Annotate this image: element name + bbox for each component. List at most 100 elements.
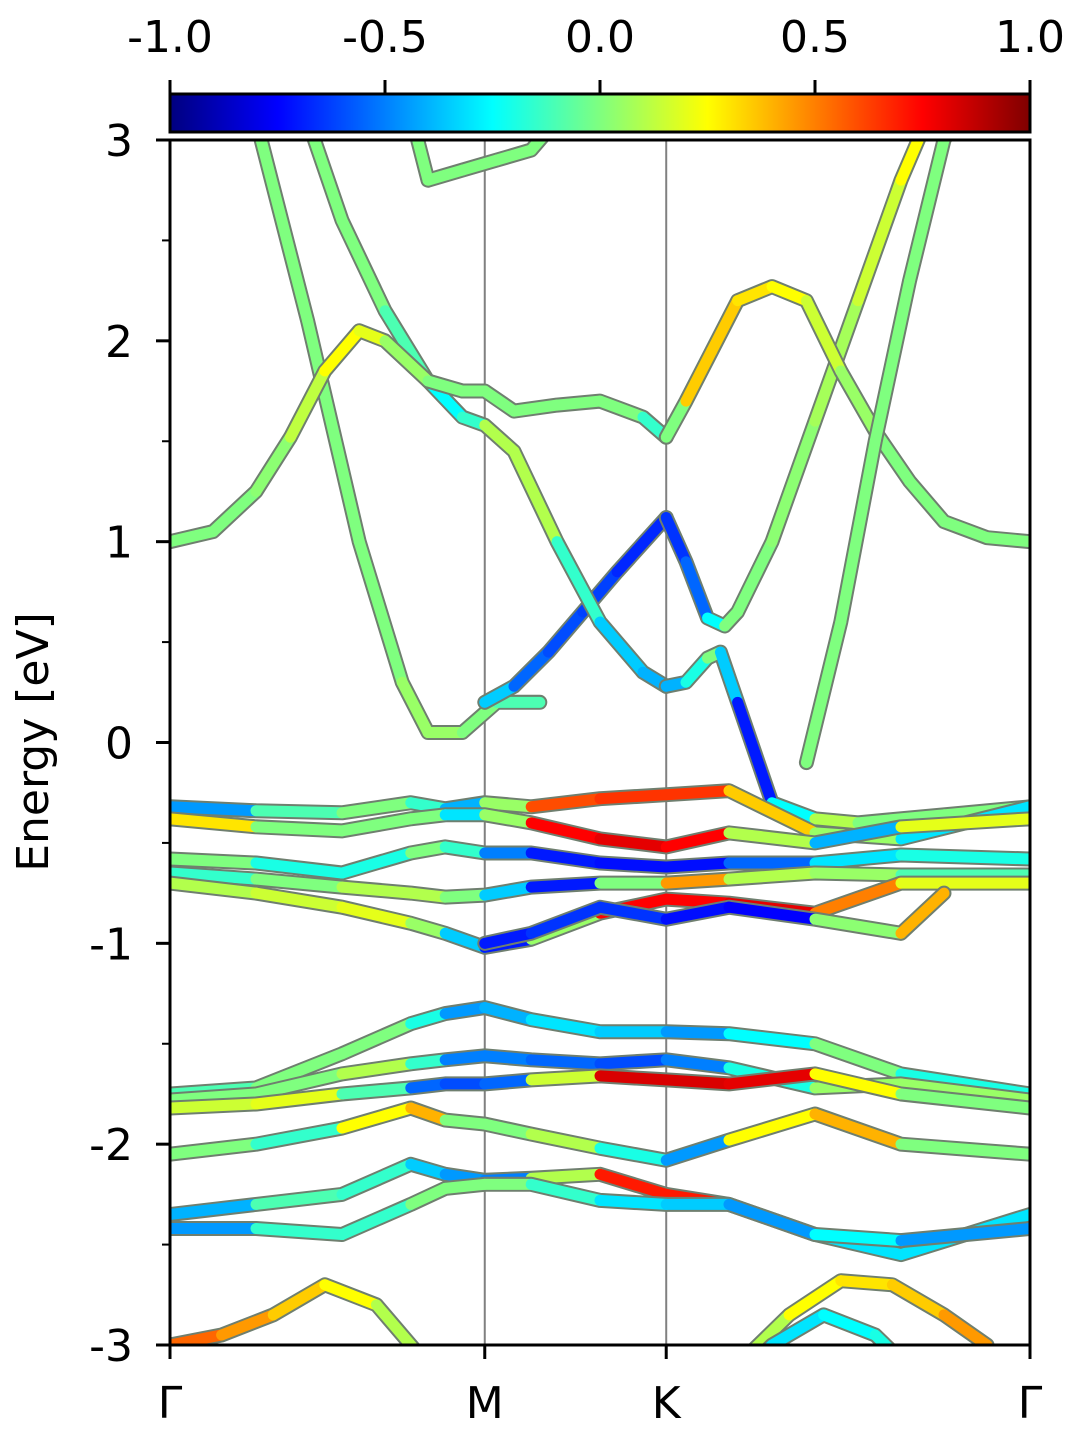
band-17	[170, 1048, 1030, 1108]
band-9	[409, 140, 550, 188]
band-segment	[405, 841, 451, 859]
band-7	[658, 279, 1030, 550]
band-segment	[594, 616, 649, 678]
band-segment	[680, 345, 718, 407]
band-segment	[763, 1339, 778, 1345]
band-outline	[170, 323, 674, 550]
band-segment	[405, 917, 451, 939]
band-segment	[216, 1309, 279, 1341]
band-segment	[835, 365, 881, 437]
y-tick-label: 0	[105, 719, 133, 770]
band-segment	[170, 1329, 228, 1345]
band-segment	[284, 365, 331, 443]
colorbar-tick-label: 1.0	[995, 12, 1065, 63]
band-segment	[895, 849, 1030, 865]
band-segment	[439, 1002, 491, 1020]
band-segment	[766, 1309, 830, 1345]
band-segment	[405, 797, 451, 815]
band-segment	[336, 1198, 417, 1241]
band-segment	[895, 1223, 1030, 1247]
band-segment	[525, 1070, 606, 1086]
band-segment	[255, 140, 314, 327]
band-segment	[800, 295, 847, 377]
band-segment	[835, 1275, 898, 1291]
band-segment	[732, 696, 778, 809]
band-segment	[783, 1275, 847, 1321]
band-segment	[439, 1114, 491, 1130]
band-6	[170, 323, 674, 550]
band-segment	[809, 867, 907, 881]
band-segment	[422, 375, 468, 397]
band-segment	[594, 1142, 672, 1166]
band-segment	[660, 901, 735, 925]
band-segment	[170, 526, 219, 548]
band-segment	[594, 395, 649, 423]
band-segment	[456, 154, 503, 176]
band-8	[798, 140, 953, 771]
band-segment	[525, 901, 606, 939]
band-segment	[479, 680, 520, 708]
plot-area: 3 2 1 0 -1 -2 -3 Γ M K Γ	[89, 116, 1043, 1429]
band-segment	[732, 536, 778, 618]
band-segment	[336, 847, 417, 879]
band-segment	[479, 419, 520, 457]
band-segment	[706, 295, 744, 357]
band-segment	[766, 415, 821, 548]
band-segment	[170, 1088, 262, 1106]
band-segment	[660, 395, 692, 443]
band-segment	[336, 214, 391, 317]
band-22	[170, 1277, 421, 1345]
band-segment	[660, 1054, 735, 1074]
band-segment	[525, 1168, 606, 1184]
band-segment	[250, 1068, 348, 1100]
band-segment	[479, 927, 537, 949]
band-segment	[412, 140, 434, 186]
band-segment	[723, 1068, 821, 1090]
band-segment	[904, 140, 950, 287]
band-segment	[479, 809, 537, 829]
band-segment	[405, 887, 451, 903]
band-segment	[336, 813, 417, 837]
band-segment	[479, 797, 537, 813]
colorbar-tick-label: -1.0	[127, 12, 213, 63]
band-segment	[660, 873, 735, 889]
band-segment	[525, 1054, 606, 1070]
band-segment	[308, 140, 348, 226]
band-segment	[809, 877, 907, 919]
y-tick-label: -3	[89, 1321, 133, 1372]
band-segment	[422, 164, 468, 186]
band-segment	[336, 1158, 417, 1200]
band-segment	[479, 881, 537, 901]
colorbar-tick-label: -0.5	[342, 12, 428, 63]
band-segment	[852, 174, 907, 307]
band-segment	[508, 646, 554, 692]
x-tick-label: Γ	[1018, 1378, 1043, 1429]
band-segment	[732, 281, 778, 307]
band-segment	[809, 813, 864, 829]
band-11	[170, 807, 1030, 855]
band-segment	[660, 827, 735, 853]
y-tick-label: 2	[105, 317, 133, 368]
band-segment	[723, 901, 821, 925]
band-segment	[267, 1279, 331, 1321]
band-19	[170, 1100, 1030, 1168]
band-segment	[479, 1050, 537, 1066]
band-segment	[405, 1158, 451, 1180]
band-segment	[336, 881, 417, 899]
band-segment	[250, 805, 348, 819]
high-symmetry-lines	[483, 140, 668, 1345]
band-segment	[250, 1223, 348, 1241]
band-21	[170, 1176, 1030, 1249]
band-12	[170, 839, 1030, 881]
band-segment	[336, 1058, 417, 1080]
band-segment	[250, 873, 348, 893]
band-segment	[895, 1088, 1030, 1114]
band-segment	[660, 1134, 735, 1166]
band-segment	[405, 1182, 451, 1210]
band-segment	[508, 399, 563, 417]
band-segment	[525, 847, 606, 869]
band-segment	[723, 785, 821, 839]
band-segment	[250, 857, 348, 879]
band-segment	[170, 1098, 262, 1114]
